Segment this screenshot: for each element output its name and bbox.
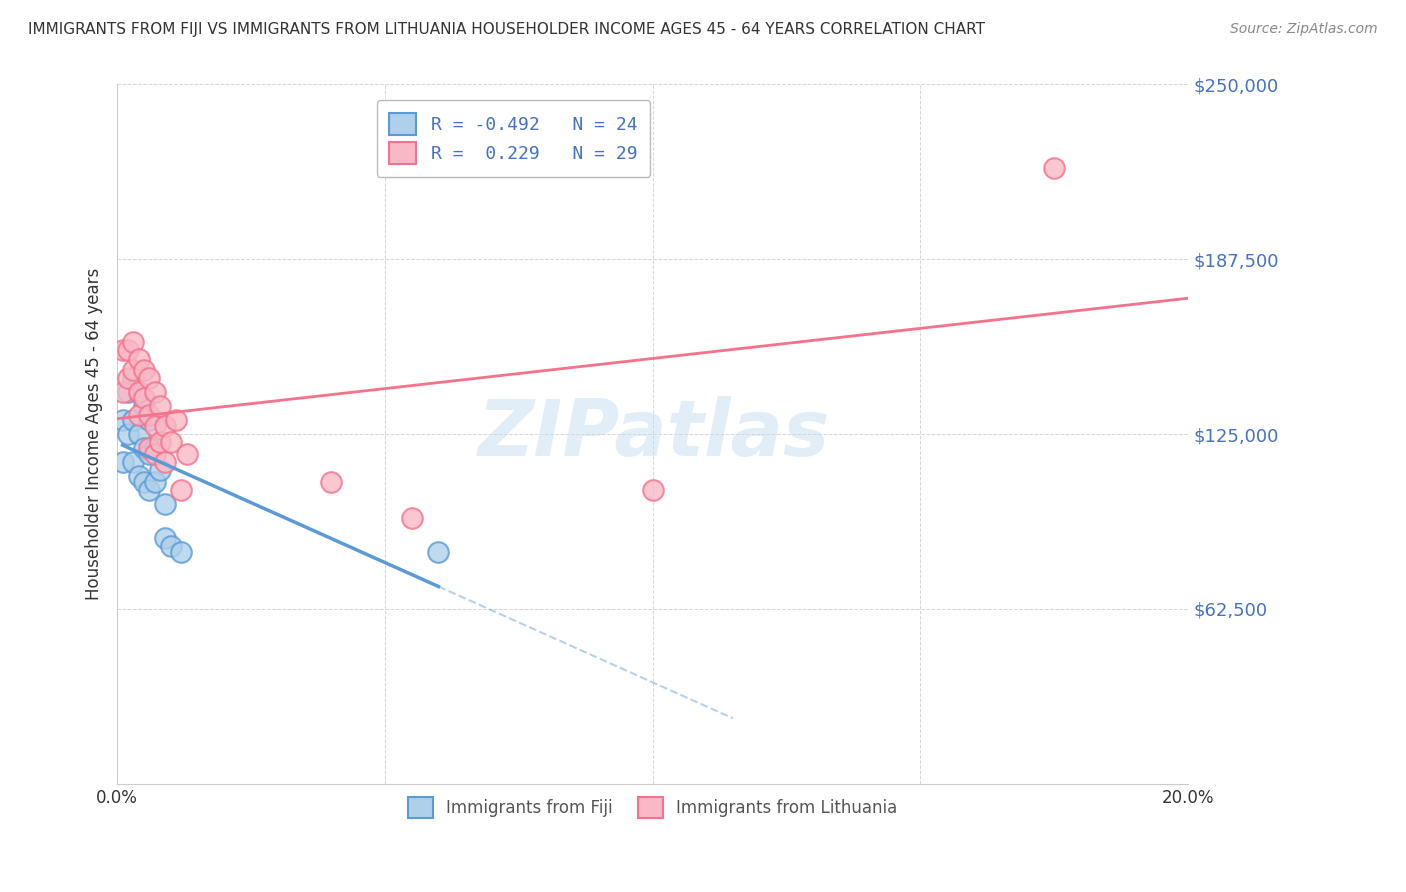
Point <box>143 475 166 489</box>
Point <box>111 413 134 427</box>
Point <box>143 441 166 455</box>
Point <box>1043 161 1066 176</box>
Y-axis label: Householder Income Ages 45 - 64 years: Householder Income Ages 45 - 64 years <box>86 268 103 600</box>
Point <box>128 385 150 400</box>
Point <box>132 363 155 377</box>
Point <box>138 483 160 497</box>
Point <box>111 343 134 358</box>
Text: Source: ZipAtlas.com: Source: ZipAtlas.com <box>1230 22 1378 37</box>
Point <box>111 455 134 469</box>
Point <box>117 343 139 358</box>
Point <box>111 385 134 400</box>
Point <box>117 371 139 385</box>
Point <box>122 455 145 469</box>
Point <box>122 413 145 427</box>
Point <box>427 544 450 558</box>
Point <box>149 435 172 450</box>
Point <box>128 351 150 366</box>
Point <box>165 413 187 427</box>
Point <box>176 447 198 461</box>
Point <box>143 385 166 400</box>
Point <box>122 363 145 377</box>
Point <box>155 418 177 433</box>
Point <box>117 385 139 400</box>
Point <box>159 435 181 450</box>
Point <box>401 511 423 525</box>
Point <box>155 497 177 511</box>
Point <box>170 544 193 558</box>
Point <box>155 455 177 469</box>
Text: ZIPatlas: ZIPatlas <box>477 396 828 472</box>
Legend: Immigrants from Fiji, Immigrants from Lithuania: Immigrants from Fiji, Immigrants from Li… <box>401 790 904 824</box>
Point <box>155 531 177 545</box>
Point <box>138 413 160 427</box>
Point <box>138 371 160 385</box>
Point <box>122 334 145 349</box>
Point <box>143 447 166 461</box>
Point <box>138 447 160 461</box>
Point <box>159 539 181 553</box>
Point <box>128 408 150 422</box>
Point <box>117 427 139 442</box>
Point <box>641 483 664 497</box>
Point <box>128 385 150 400</box>
Point <box>128 469 150 483</box>
Point <box>128 427 150 442</box>
Point <box>138 408 160 422</box>
Point <box>122 371 145 385</box>
Point <box>170 483 193 497</box>
Text: IMMIGRANTS FROM FIJI VS IMMIGRANTS FROM LITHUANIA HOUSEHOLDER INCOME AGES 45 - 6: IMMIGRANTS FROM FIJI VS IMMIGRANTS FROM … <box>28 22 986 37</box>
Point <box>149 463 172 477</box>
Point <box>138 441 160 455</box>
Point <box>321 475 343 489</box>
Point <box>132 391 155 405</box>
Point <box>143 418 166 433</box>
Point <box>132 475 155 489</box>
Point <box>149 399 172 413</box>
Point <box>132 441 155 455</box>
Point <box>132 399 155 413</box>
